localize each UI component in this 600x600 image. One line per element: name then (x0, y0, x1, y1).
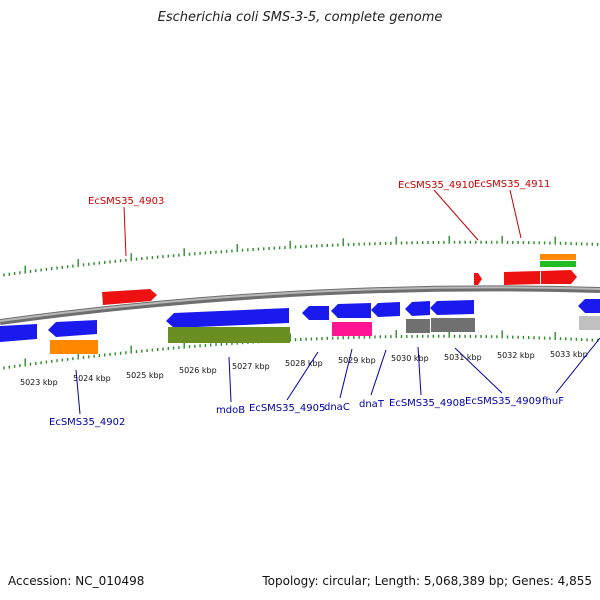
gene-left-edge[interactable] (0, 324, 37, 342)
kbp-label: 5030 kbp (391, 354, 429, 363)
gene-label-ecsms35-4905[interactable]: EcSMS35_4905 (249, 403, 325, 414)
callout-line (370, 349, 387, 396)
gene-label-ecsms35-4902[interactable]: EcSMS35_4902 (49, 417, 125, 428)
tick-track-inner (3, 329, 599, 370)
kbp-label: 5025 kbp (126, 371, 164, 380)
gene-ecsms35-4911-a[interactable] (504, 271, 540, 285)
kbp-label: 5029 kbp (338, 356, 376, 365)
callout-line (555, 337, 600, 394)
gene-ecsms35-4903[interactable] (102, 289, 157, 305)
gene-ecsms35-4910[interactable] (474, 273, 482, 285)
callout-line (123, 206, 127, 257)
tick-track-outer (3, 235, 599, 277)
gene-label-fhuf[interactable]: fhuF (542, 396, 564, 407)
callout-line (417, 346, 422, 396)
gene-fhuf[interactable] (578, 299, 600, 313)
callout-line (286, 351, 319, 401)
gene-ecsms35-4905[interactable] (302, 306, 329, 320)
gene-label-mdob[interactable]: mdoB (216, 405, 245, 416)
feature-orange-4902[interactable] (50, 340, 98, 354)
feature-gray-4909[interactable] (431, 318, 475, 332)
callout-line (433, 189, 479, 241)
kbp-label: 5032 kbp (497, 351, 535, 360)
gene-mdob[interactable] (166, 308, 289, 328)
gene-ecsms35-4908[interactable] (405, 301, 430, 316)
map-title: Escherichia coli SMS-3-5, complete genom… (157, 10, 443, 25)
kbp-label: 5028 kbp (285, 359, 323, 368)
feature-gray-4908[interactable] (406, 319, 430, 333)
feature-olive-mdob[interactable] (168, 327, 290, 343)
kbp-label: 5023 kbp (20, 378, 58, 387)
kbp-label: 5027 kbp (232, 362, 270, 371)
backbone (0, 285, 600, 325)
callout-line (454, 347, 503, 394)
gene-label-dnac[interactable]: dnaC (324, 402, 350, 413)
reverse-callouts: EcSMS35_4902 mdoB EcSMS35_4905 dnaC dnaT… (49, 337, 600, 428)
gene-dnac[interactable] (331, 303, 371, 318)
callout-line (75, 369, 81, 415)
kbp-label: 5031 kbp (444, 353, 482, 362)
gene-label-dnat[interactable]: dnaT (359, 399, 385, 410)
gene-dnat[interactable] (371, 302, 400, 317)
callout-line (339, 348, 353, 399)
gene-label-ecsms35-4911[interactable]: EcSMS35_4911 (474, 179, 550, 190)
gene-ecsms35-4902[interactable] (48, 320, 97, 337)
gene-ecsms35-4911-b[interactable] (541, 270, 577, 284)
feature-orange-top[interactable] (540, 254, 576, 260)
gene-label-ecsms35-4903[interactable]: EcSMS35_4903 (88, 196, 164, 207)
feature-lightgray-fhuf[interactable] (579, 316, 600, 330)
gene-ecsms35-4909[interactable] (430, 300, 474, 315)
kbp-label: 5024 kbp (73, 374, 111, 383)
kbp-label: 5026 kbp (179, 366, 217, 375)
feature-magenta-dnac[interactable] (332, 322, 372, 336)
reverse-genes (0, 299, 600, 354)
kbp-axis-labels: 5023 kbp 5024 kbp 5025 kbp 5026 kbp 5027… (20, 350, 588, 387)
kbp-label: 5033 kbp (550, 350, 588, 359)
gene-label-ecsms35-4910[interactable]: EcSMS35_4910 (398, 180, 474, 191)
callout-line (228, 356, 232, 403)
gene-label-ecsms35-4908[interactable]: EcSMS35_4908 (389, 398, 465, 409)
feature-green-top[interactable] (540, 261, 576, 267)
forward-callouts: EcSMS35_4903 EcSMS35_4910 EcSMS35_4911 (88, 179, 550, 257)
callout-line (509, 189, 522, 239)
forward-genes (102, 254, 577, 305)
genome-stats-text: Topology: circular; Length: 5,068,389 bp… (262, 574, 592, 588)
accession-text: Accession: NC_010498 (8, 574, 145, 588)
gene-label-ecsms35-4909[interactable]: EcSMS35_4909 (465, 396, 541, 407)
